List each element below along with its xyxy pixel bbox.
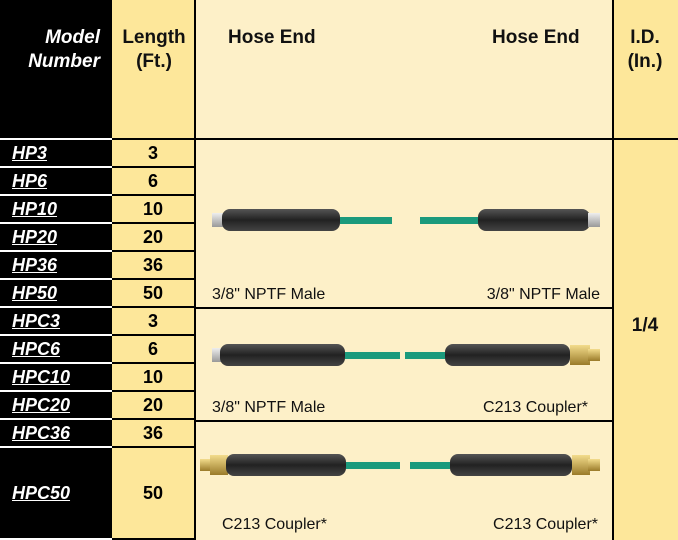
length: 36 [112, 420, 196, 448]
model-number: HPC36 [0, 420, 112, 448]
length: 6 [112, 168, 196, 196]
model-number: HPC50 [0, 448, 112, 540]
header-line: Model [45, 27, 100, 48]
hose-end-header: Hose End [492, 27, 580, 48]
model-number: HPC6 [0, 336, 112, 364]
model-number: HP3 [0, 140, 112, 168]
length: 20 [112, 224, 196, 252]
length: 36 [112, 252, 196, 280]
length-header-cell [112, 0, 196, 140]
hose-end-label: C213 Coupler* [493, 516, 598, 533]
header-line: Number [28, 51, 100, 72]
length: 6 [112, 336, 196, 364]
header-line: (In.) [627, 51, 663, 72]
header-line: Length [122, 27, 186, 48]
hose [212, 344, 600, 366]
hose-end-header: Hose End [228, 27, 316, 48]
hose [200, 454, 600, 476]
length: 10 [112, 364, 196, 392]
divider [612, 138, 678, 140]
length: 20 [112, 392, 196, 420]
divider [196, 420, 612, 422]
model-number: HPC3 [0, 308, 112, 336]
length: 3 [112, 308, 196, 336]
model-number: HP36 [0, 252, 112, 280]
length: 3 [112, 140, 196, 168]
hose-area [196, 0, 612, 540]
hose-end-label: C213 Coupler* [222, 516, 327, 533]
header-line: I.D. [630, 27, 660, 48]
length: 50 [112, 280, 196, 308]
id-value: 1/4 [631, 315, 659, 336]
length: 10 [112, 196, 196, 224]
model-number: HPC20 [0, 392, 112, 420]
model-header-cell [0, 0, 112, 140]
model-number: HP50 [0, 280, 112, 308]
hose [212, 209, 600, 231]
length: 50 [112, 448, 196, 540]
id-column [612, 0, 678, 540]
hose-end-label: 3/8" NPTF Male [212, 286, 326, 303]
divider [196, 307, 612, 309]
model-number: HP20 [0, 224, 112, 252]
hose-end-label: 3/8" NPTF Male [486, 286, 600, 303]
model-number: HP10 [0, 196, 112, 224]
model-number: HP6 [0, 168, 112, 196]
hose-end-label: 3/8" NPTF Male [212, 399, 326, 416]
id-header: I.D. (In.) [612, 26, 678, 74]
header-line: (Ft.) [136, 51, 172, 72]
hose-end-label: C213 Coupler* [483, 399, 588, 416]
divider [196, 138, 612, 140]
model-number: HPC10 [0, 364, 112, 392]
length-header: Length (Ft.) [112, 26, 196, 74]
model-header: Model Number [12, 26, 100, 74]
